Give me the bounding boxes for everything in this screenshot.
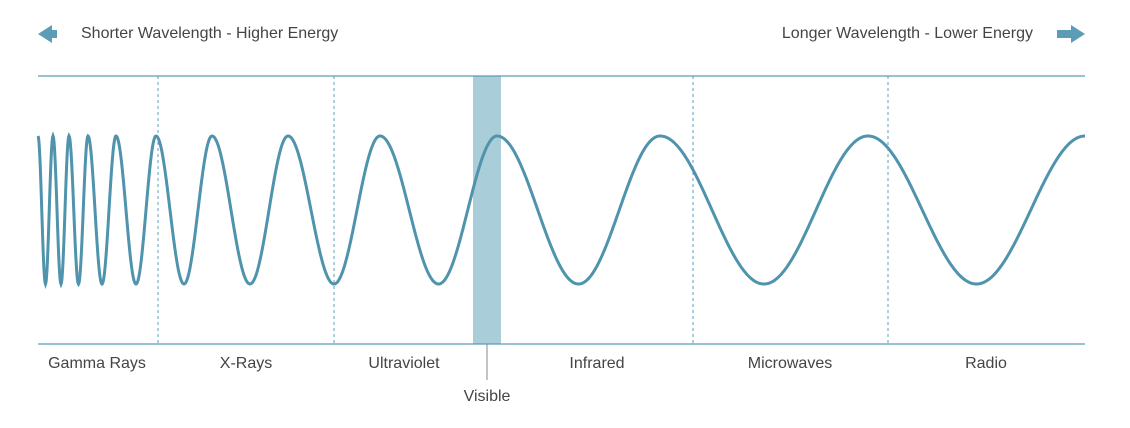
- band-label: Microwaves: [748, 355, 832, 372]
- dividers: [157, 76, 889, 344]
- wave: [36, 131, 1085, 290]
- band-label: Gamma Rays: [48, 355, 146, 372]
- band-label: Radio: [965, 355, 1007, 372]
- header-right-label: Longer Wavelength - Lower Energy: [782, 25, 1033, 42]
- band-label: Ultraviolet: [368, 355, 440, 372]
- band-label: Visible: [464, 388, 511, 405]
- right-arrow: [1057, 25, 1085, 43]
- left-arrow: [38, 25, 57, 43]
- band-label: X-Rays: [220, 355, 272, 372]
- band-label: Infrared: [569, 355, 624, 372]
- header-left-label: Shorter Wavelength - Higher Energy: [81, 25, 338, 42]
- visible-band: [473, 76, 501, 344]
